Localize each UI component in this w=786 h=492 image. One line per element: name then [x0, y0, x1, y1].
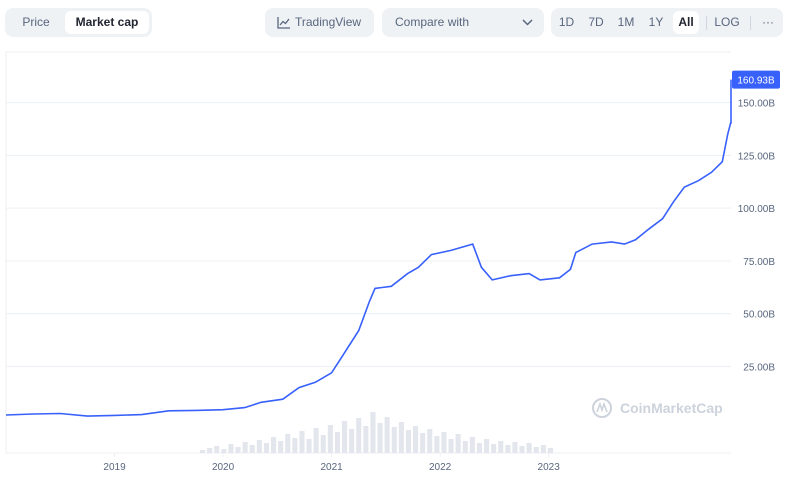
- y-tick-label: 25.00B: [743, 362, 775, 373]
- y-tick-label: 125.00B: [738, 151, 776, 162]
- volume-bar: [547, 448, 553, 453]
- y-tick-label: 75.00B: [743, 257, 775, 268]
- volume-bar: [278, 441, 284, 453]
- volume-bar: [221, 449, 227, 453]
- volume-bar: [342, 421, 348, 453]
- volume-bar: [405, 430, 411, 453]
- tradingview-label: TradingView: [295, 15, 362, 29]
- volume-bar: [413, 426, 419, 453]
- volume-bar: [469, 437, 475, 453]
- volume-bar: [228, 444, 234, 453]
- price-tab[interactable]: Price: [22, 15, 50, 29]
- volume-bar: [349, 429, 355, 453]
- tradingview-toggle: TradingView: [265, 8, 374, 37]
- volume-bar: [292, 438, 298, 453]
- x-tick-label: 2020: [212, 462, 235, 473]
- volume-bar: [455, 434, 461, 453]
- y-tick-label: 150.00B: [738, 99, 776, 110]
- volume-bar: [313, 428, 319, 453]
- range-1m-button[interactable]: 1M: [617, 15, 635, 29]
- volume-bar: [242, 442, 248, 453]
- volume-bar: [356, 418, 362, 453]
- x-tick-label: 2019: [103, 462, 126, 473]
- volume-bar: [207, 448, 213, 453]
- volume-bar: [235, 447, 241, 453]
- volume-bar: [398, 422, 404, 453]
- log-scale-button[interactable]: LOG: [714, 15, 740, 29]
- volume-bar: [505, 445, 511, 453]
- x-tick-label: 2023: [538, 462, 561, 473]
- volume-bar: [306, 439, 312, 453]
- range-all-button[interactable]: All: [673, 11, 699, 34]
- volume-bar: [377, 423, 383, 453]
- volume-bar: [320, 435, 326, 453]
- volume-bar: [370, 412, 376, 453]
- range-1d-button[interactable]: 1D: [558, 15, 575, 29]
- line-chart-icon: [277, 17, 290, 29]
- volume-bar: [271, 437, 277, 453]
- market-cap-line: [5, 79, 732, 417]
- chart-type-toggle: Price Market cap: [5, 8, 152, 37]
- volume-bar: [249, 445, 255, 453]
- volume-bar: [462, 441, 468, 453]
- coinmarketcap-logo-icon: [592, 398, 612, 418]
- more-options-button[interactable]: ···: [762, 15, 774, 29]
- volume-bar: [299, 431, 305, 453]
- time-range-selector: 1D 7D 1M 1Y All LOG ···: [551, 8, 783, 37]
- range-1y-button[interactable]: 1Y: [648, 15, 664, 29]
- volume-bar: [420, 433, 426, 453]
- y-axis: 25.00B 50.00B 75.00B 100.00B 125.00B 150.00B: [738, 99, 776, 374]
- volume-bar: [519, 446, 525, 453]
- chart-canvas: 25.00B50.00B75.00B100.00B125.00B150.00B …: [5, 51, 780, 473]
- volume-bar: [441, 432, 447, 453]
- chevron-down-icon: [522, 19, 533, 26]
- options-divider: [750, 16, 751, 30]
- volume-bar: [214, 446, 220, 453]
- volume-bar: [491, 444, 497, 453]
- coinmarketcap-logo-mark: [596, 401, 608, 413]
- compare-dropdown: Compare with: [382, 8, 544, 37]
- volume-bar: [533, 447, 539, 453]
- volume-bar: [526, 443, 532, 453]
- chart-toolbar: Price Market cap TradingView Compare wit…: [0, 0, 786, 46]
- market-cap-chart: 25.00B 50.00B 75.00B 100.00B 125.00B 150.00B …: [0, 46, 786, 492]
- volume-bar: [484, 439, 490, 453]
- volume-bar: [263, 443, 269, 453]
- x-tick-label: 2022: [429, 462, 452, 473]
- volume-bar: [363, 426, 369, 453]
- y-tick-label: 100.00B: [738, 204, 776, 215]
- volume-bar: [498, 441, 504, 453]
- current-value-label: 160.93B: [737, 76, 775, 87]
- coinmarketcap-watermark: CoinMarketCap: [592, 398, 723, 418]
- grid-lines: [5, 51, 731, 454]
- volume-bar: [285, 434, 291, 453]
- volume-bar: [391, 427, 397, 453]
- x-axis: 2019 2020 2021 2022 2023: [103, 453, 560, 473]
- market-cap-tab[interactable]: Market cap: [65, 11, 149, 34]
- volume-bar: [384, 417, 390, 453]
- compare-with-select[interactable]: Compare with: [382, 8, 544, 37]
- volume-bar: [256, 440, 262, 453]
- volume-bar: [334, 432, 340, 453]
- watermark-text: CoinMarketCap: [620, 400, 723, 416]
- volume-bars: [200, 412, 553, 453]
- tradingview-button[interactable]: TradingView: [265, 8, 374, 37]
- volume-bar: [434, 436, 440, 453]
- volume-bar: [427, 429, 433, 453]
- current-value-badge: 160.93B: [732, 70, 780, 89]
- compare-with-label: Compare with: [395, 15, 470, 29]
- y-tick-label: 50.00B: [743, 310, 775, 321]
- x-tick-label: 2021: [320, 462, 343, 473]
- current-value-badge-bg: [732, 70, 780, 89]
- volume-bar: [476, 443, 482, 453]
- volume-bar: [200, 450, 206, 453]
- range-divider: [706, 16, 707, 30]
- volume-bar: [448, 439, 454, 453]
- volume-bar: [540, 445, 546, 453]
- volume-bar: [512, 442, 518, 453]
- volume-bar: [327, 425, 333, 453]
- range-7d-button[interactable]: 7D: [588, 15, 604, 29]
